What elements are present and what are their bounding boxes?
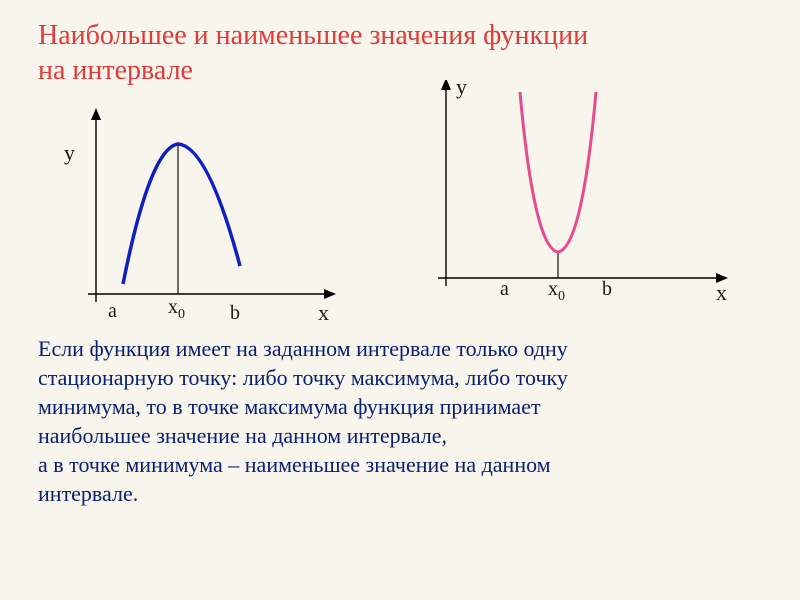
x0-label-2: x0 [548, 278, 565, 305]
title-line-1: Наибольшее и наименьшее значения функции [38, 20, 588, 51]
curve-max [123, 144, 240, 284]
body-l3: минимума, то в точке максимума функция п… [38, 394, 541, 419]
body-l4: наибольшее значение на данном интервале, [38, 423, 447, 448]
body-l1: Если функция имеет на заданном интервале… [38, 336, 568, 361]
charts-row: y x a b x0 y x a b x0 [0, 96, 800, 326]
body-l5: а в точке минимума – наименьшее значение… [38, 452, 551, 477]
x0-label: x0 [168, 296, 185, 323]
body-l2: стационарную точку: либо точку максимума… [38, 365, 568, 390]
a-label-2: a [500, 278, 509, 301]
x-axis-arrow [324, 289, 336, 299]
y-axis-label: y [64, 140, 75, 166]
y-axis-label-2: y [456, 74, 467, 100]
a-label: a [108, 300, 117, 323]
chart-minimum: y x a b x0 [418, 80, 738, 290]
x0-text: x [168, 296, 178, 318]
title-line-2: на интервале [38, 55, 193, 86]
x0-sub: 0 [178, 307, 185, 322]
b-label-2: b [602, 278, 612, 301]
x0-text-2: x [548, 278, 558, 300]
x-axis-label: x [318, 300, 329, 326]
curve-min [520, 92, 596, 252]
chart-minimum-svg [418, 80, 738, 290]
body-l6: интервале. [38, 481, 138, 506]
page-title: Наибольшее и наименьшее значения функции… [0, 0, 800, 88]
chart-maximum-svg [58, 96, 378, 326]
x-axis-label-2: x [716, 280, 727, 306]
x0-sub-2: 0 [558, 289, 565, 304]
y-axis-arrow-2 [441, 80, 451, 90]
b-label: b [230, 302, 240, 325]
chart-maximum: y x a b x0 [58, 96, 378, 326]
y-axis-arrow [91, 108, 101, 120]
body-text: Если функция имеет на заданном интервале… [0, 326, 800, 508]
